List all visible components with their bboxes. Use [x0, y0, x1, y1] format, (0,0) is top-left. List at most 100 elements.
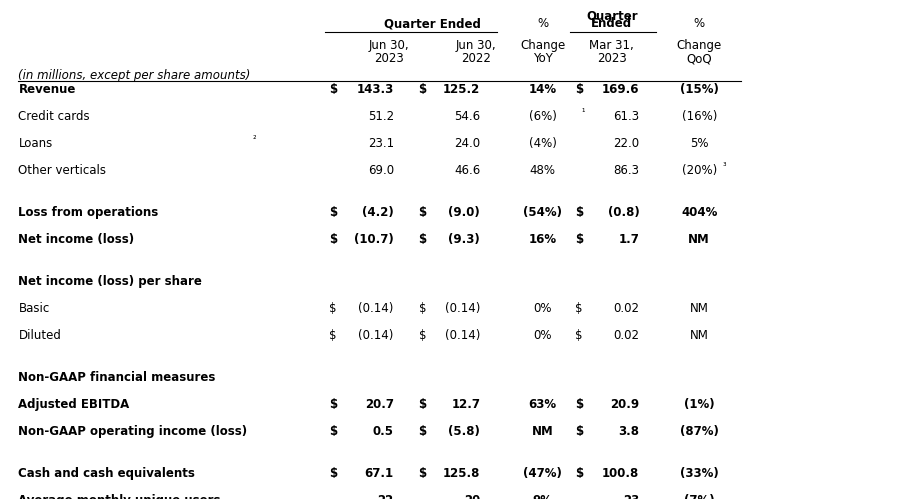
- Text: 2022: 2022: [460, 52, 490, 65]
- Text: Adjusted EBITDA: Adjusted EBITDA: [18, 398, 130, 411]
- Text: Non-GAAP financial measures: Non-GAAP financial measures: [18, 371, 216, 384]
- Text: NM: NM: [687, 233, 709, 246]
- Text: Ended: Ended: [591, 17, 631, 30]
- Text: Quarter: Quarter: [585, 10, 637, 23]
- Text: 61.3: 61.3: [613, 110, 639, 123]
- Text: 20.7: 20.7: [364, 398, 393, 411]
- Text: (1%): (1%): [683, 398, 714, 411]
- Text: ¹: ¹: [581, 108, 584, 117]
- Text: $: $: [574, 233, 583, 246]
- Text: 404%: 404%: [680, 206, 717, 219]
- Text: 0.5: 0.5: [372, 425, 393, 438]
- Text: 0.02: 0.02: [613, 329, 639, 342]
- Text: NM: NM: [689, 329, 708, 342]
- Text: 2023: 2023: [596, 52, 626, 65]
- Text: 2023: 2023: [374, 52, 403, 65]
- Text: Change: Change: [675, 39, 721, 52]
- Text: NM: NM: [689, 302, 708, 315]
- Text: $: $: [418, 425, 426, 438]
- Text: (4%): (4%): [528, 137, 556, 150]
- Text: 23: 23: [622, 494, 639, 499]
- Text: Jun 30,: Jun 30,: [455, 39, 495, 52]
- Text: (4.2): (4.2): [361, 206, 393, 219]
- Text: NM: NM: [531, 425, 553, 438]
- Text: ²: ²: [253, 135, 256, 144]
- Text: 86.3: 86.3: [613, 164, 639, 177]
- Text: $: $: [574, 398, 583, 411]
- Text: Non-GAAP operating income (loss): Non-GAAP operating income (loss): [18, 425, 247, 438]
- Text: 0.02: 0.02: [613, 302, 639, 315]
- Text: 100.8: 100.8: [602, 467, 639, 480]
- Text: 9%: 9%: [532, 494, 552, 499]
- Text: Jun 30,: Jun 30,: [369, 39, 409, 52]
- Text: $: $: [574, 425, 583, 438]
- Text: $: $: [574, 206, 583, 219]
- Text: Credit cards: Credit cards: [18, 110, 90, 123]
- Text: 3.8: 3.8: [618, 425, 639, 438]
- Text: (15%): (15%): [679, 83, 718, 96]
- Text: (0.14): (0.14): [358, 302, 393, 315]
- Text: 5%: 5%: [689, 137, 708, 150]
- Text: $: $: [574, 329, 582, 342]
- Text: Diluted: Diluted: [18, 329, 62, 342]
- Text: $: $: [418, 206, 426, 219]
- Text: (5.8): (5.8): [448, 425, 480, 438]
- Text: Quarter Ended: Quarter Ended: [383, 17, 481, 30]
- Text: YoY: YoY: [532, 52, 552, 65]
- Text: Change: Change: [519, 39, 565, 52]
- Text: $: $: [329, 83, 337, 96]
- Text: $: $: [329, 302, 336, 315]
- Text: 67.1: 67.1: [364, 467, 393, 480]
- Text: (0.14): (0.14): [358, 329, 393, 342]
- Text: 23.1: 23.1: [368, 137, 393, 150]
- Text: (54%): (54%): [523, 206, 562, 219]
- Text: $: $: [418, 302, 425, 315]
- Text: %: %: [693, 17, 704, 30]
- Text: 169.6: 169.6: [601, 83, 639, 96]
- Text: 0%: 0%: [533, 302, 551, 315]
- Text: (6%): (6%): [528, 110, 556, 123]
- Text: (33%): (33%): [679, 467, 718, 480]
- Text: $: $: [418, 83, 426, 96]
- Text: $: $: [329, 206, 337, 219]
- Text: 12.7: 12.7: [450, 398, 480, 411]
- Text: Cash and cash equivalents: Cash and cash equivalents: [18, 467, 195, 480]
- Text: $: $: [418, 467, 426, 480]
- Text: %: %: [537, 17, 548, 30]
- Text: (47%): (47%): [523, 467, 562, 480]
- Text: 51.2: 51.2: [368, 110, 393, 123]
- Text: 22: 22: [377, 494, 393, 499]
- Text: Net income (loss): Net income (loss): [18, 233, 134, 246]
- Text: 22.0: 22.0: [613, 137, 639, 150]
- Text: (0.14): (0.14): [445, 329, 480, 342]
- Text: 20: 20: [463, 494, 480, 499]
- Text: 125.2: 125.2: [443, 83, 480, 96]
- Text: $: $: [329, 467, 337, 480]
- Text: 69.0: 69.0: [368, 164, 393, 177]
- Text: 20.9: 20.9: [609, 398, 639, 411]
- Text: 46.6: 46.6: [453, 164, 480, 177]
- Text: ³: ³: [721, 162, 725, 171]
- Text: $: $: [329, 233, 337, 246]
- Text: 16%: 16%: [528, 233, 556, 246]
- Text: $: $: [329, 425, 337, 438]
- Text: Average monthly unique users: Average monthly unique users: [18, 494, 221, 499]
- Text: QoQ: QoQ: [686, 52, 711, 65]
- Text: Basic: Basic: [18, 302, 50, 315]
- Text: (16%): (16%): [681, 110, 716, 123]
- Text: $: $: [418, 233, 426, 246]
- Text: (7%): (7%): [683, 494, 714, 499]
- Text: 125.8: 125.8: [442, 467, 480, 480]
- Text: (9.0): (9.0): [448, 206, 480, 219]
- Text: (10.7): (10.7): [354, 233, 393, 246]
- Text: 63%: 63%: [528, 398, 556, 411]
- Text: (0.14): (0.14): [445, 302, 480, 315]
- Text: $: $: [418, 398, 426, 411]
- Text: (20%): (20%): [681, 164, 716, 177]
- Text: Other verticals: Other verticals: [18, 164, 107, 177]
- Text: (87%): (87%): [679, 425, 718, 438]
- Text: 1.7: 1.7: [618, 233, 639, 246]
- Text: Revenue: Revenue: [18, 83, 75, 96]
- Text: $: $: [418, 329, 425, 342]
- Text: (9.3): (9.3): [448, 233, 480, 246]
